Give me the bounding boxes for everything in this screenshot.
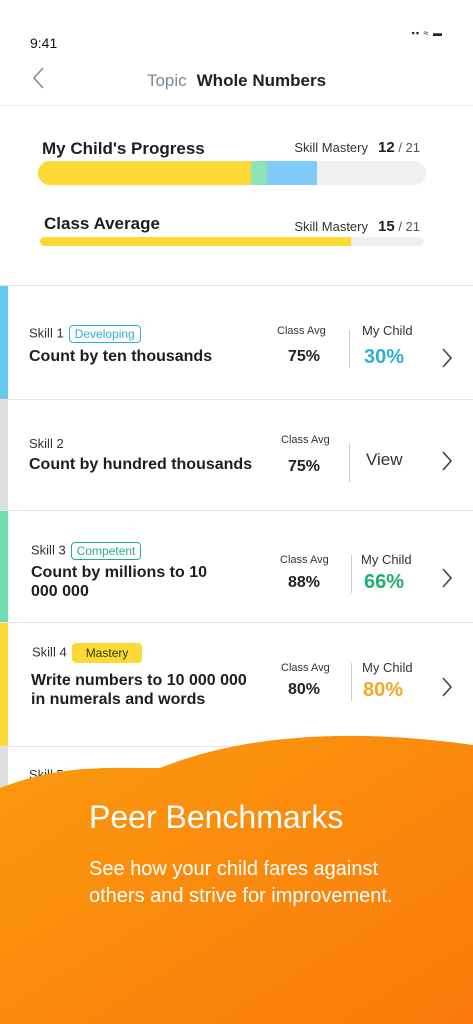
my-child-label: My Child bbox=[362, 660, 413, 675]
progress-segment-developing bbox=[266, 161, 318, 185]
column-divider bbox=[351, 663, 352, 701]
status-bar: 9:41 ▪▪ ≈ ▬ bbox=[0, 0, 473, 56]
child-progress-bar bbox=[38, 161, 426, 185]
child-skill-mastery: Skill Mastery 12 / 21 bbox=[294, 139, 420, 156]
skill-number: Skill 1 bbox=[29, 325, 64, 341]
child-mastered-count: 12 bbox=[378, 139, 395, 156]
chevron-right-icon bbox=[442, 451, 453, 471]
status-icons: ▪▪ ≈ ▬ bbox=[411, 28, 443, 38]
skill-label: Skill 1 Developing bbox=[29, 325, 141, 343]
skill-status-stripe bbox=[0, 511, 8, 622]
progress-segment-class bbox=[40, 237, 352, 246]
chevron-right-icon bbox=[442, 568, 453, 588]
skill-name: Count by ten thousands bbox=[29, 348, 213, 365]
skill-number: Skill 4 bbox=[32, 644, 67, 660]
class-avg-label: Class Avg bbox=[277, 325, 326, 337]
skill-row-2[interactable]: Skill 2 Count by hundred thousands Class… bbox=[0, 400, 473, 511]
skill-number: Skill 3 bbox=[31, 542, 66, 558]
progress-summary: My Child's Progress Skill Mastery 12 / 21… bbox=[0, 106, 473, 286]
chevron-right-icon bbox=[442, 677, 453, 697]
status-badge: Mastery bbox=[71, 643, 143, 663]
my-child-value: 66% bbox=[364, 571, 405, 593]
header: Topic Whole Numbers bbox=[0, 56, 473, 106]
column-divider bbox=[349, 444, 350, 482]
class-mastery-label: Skill Mastery bbox=[294, 219, 368, 234]
chevron-right-icon bbox=[442, 348, 453, 368]
back-button[interactable] bbox=[28, 64, 52, 92]
skill-row-3[interactable]: Skill 3 Competent Count by millions to 10… bbox=[0, 511, 473, 623]
class-average-title: Class Average bbox=[44, 214, 160, 233]
status-badge: Competent bbox=[70, 542, 142, 560]
skill-name: Count by hundred thousands bbox=[29, 456, 253, 473]
skill-status-stripe bbox=[0, 286, 8, 399]
skill-label: Skill 3 Competent bbox=[31, 542, 142, 560]
page-title: Topic Whole Numbers bbox=[0, 71, 473, 91]
skill-number: Skill 2 bbox=[29, 436, 64, 451]
child-progress-title: My Child's Progress bbox=[42, 139, 205, 158]
class-avg-label: Class Avg bbox=[281, 662, 330, 674]
skill-label: Skill 4 Mastery bbox=[32, 643, 143, 663]
progress-segment-mastery bbox=[38, 161, 252, 185]
topic-name: Whole Numbers bbox=[196, 71, 327, 90]
class-avg-label: Class Avg bbox=[280, 554, 329, 566]
status-badge: Developing bbox=[68, 325, 141, 343]
class-progress-bar bbox=[40, 237, 424, 246]
status-time: 9:41 bbox=[30, 35, 58, 51]
skill-row-4[interactable]: Skill 4 Mastery Write numbers to 10 000 0… bbox=[0, 623, 473, 747]
promo-title: Peer Benchmarks bbox=[89, 799, 344, 835]
child-mastery-total: / 21 bbox=[398, 140, 420, 155]
view-link[interactable]: View bbox=[366, 450, 403, 469]
skill-label: Skill 2 bbox=[29, 436, 64, 451]
class-avg-value: 88% bbox=[288, 574, 321, 591]
class-skill-mastery: Skill Mastery 15 / 21 bbox=[294, 218, 420, 235]
chevron-left-icon bbox=[32, 67, 44, 89]
my-child-value: 30% bbox=[364, 346, 405, 368]
skill-name: Write numbers to 10 000 000 in numerals … bbox=[31, 672, 247, 708]
column-divider bbox=[349, 330, 350, 368]
child-mastery-label: Skill Mastery bbox=[294, 140, 368, 155]
my-child-label: My Child bbox=[361, 552, 412, 567]
skill-name: Count by millions to 10 000 000 bbox=[31, 564, 208, 600]
class-avg-value: 75% bbox=[288, 348, 321, 365]
class-mastered-count: 15 bbox=[378, 218, 395, 235]
promo-text: See how your child fares against others … bbox=[89, 858, 393, 907]
topic-label: Topic bbox=[146, 71, 187, 90]
class-avg-value: 75% bbox=[288, 458, 321, 475]
skill-status-stripe bbox=[0, 623, 8, 746]
promo-background bbox=[0, 735, 473, 1024]
class-avg-value: 80% bbox=[288, 681, 321, 698]
my-child-value: 80% bbox=[363, 679, 404, 701]
class-avg-label: Class Avg bbox=[281, 434, 330, 446]
class-mastery-total: / 21 bbox=[398, 219, 420, 234]
my-child-label: My Child bbox=[362, 323, 413, 338]
skill-row-1[interactable]: Skill 1 Developing Count by ten thousands… bbox=[0, 286, 473, 400]
column-divider bbox=[351, 555, 352, 593]
skill-status-stripe bbox=[0, 400, 8, 510]
progress-segment-competent bbox=[251, 161, 267, 185]
